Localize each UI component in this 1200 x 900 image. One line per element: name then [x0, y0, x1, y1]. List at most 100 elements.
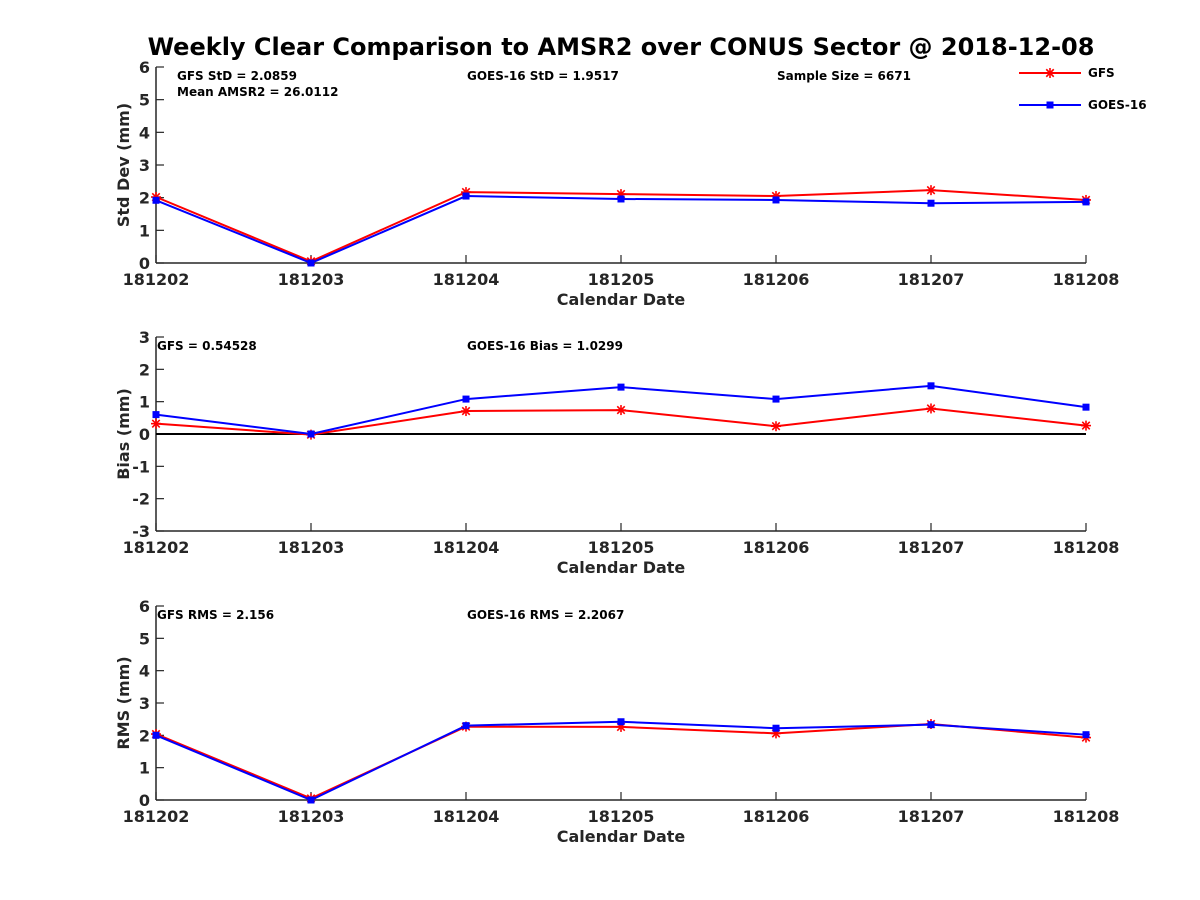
y-tick-label: 4 — [139, 662, 150, 681]
data-point — [926, 403, 936, 414]
x-axis-label: Calendar Date — [557, 290, 686, 309]
stat-annotation: GFS = 0.54528 — [157, 339, 257, 353]
data-point — [152, 411, 160, 419]
y-tick-label: 1 — [139, 759, 150, 778]
data-point — [462, 722, 470, 730]
stat-annotation: GOES-16 Bias = 1.0299 — [467, 339, 623, 353]
chart-panel-2: -3 -2 -1 0 1 2 3 181202 181203 181204 181205 181206… — [114, 328, 1119, 577]
x-tick-label: 181205 — [588, 538, 655, 557]
y-tick-label: 0 — [139, 425, 150, 444]
series-goes-16 — [152, 718, 1090, 804]
x-tick-label: 181204 — [433, 270, 500, 289]
x-tick-label: 181202 — [123, 538, 190, 557]
x-tick-label: 181207 — [898, 538, 965, 557]
data-point — [1082, 198, 1090, 206]
x-tick-label: 181207 — [898, 270, 965, 289]
y-tick-label: 6 — [139, 58, 150, 77]
data-point — [1081, 420, 1091, 431]
data-point — [152, 196, 160, 204]
data-point — [927, 199, 935, 207]
data-point — [462, 395, 470, 403]
y-tick-label: 2 — [139, 189, 150, 208]
data-point — [151, 418, 161, 429]
x-tick-label: 181205 — [588, 807, 655, 826]
x-tick-label: 181203 — [278, 807, 345, 826]
x-tick-label: 181208 — [1053, 270, 1120, 289]
stat-annotation: Sample Size = 6671 — [777, 69, 911, 83]
x-tick-label: 181205 — [588, 270, 655, 289]
y-tick-label: 1 — [139, 221, 150, 240]
x-tick-label: 181206 — [743, 538, 810, 557]
data-point — [772, 196, 780, 204]
data-point — [927, 382, 935, 390]
chart-title: Weekly Clear Comparison to AMSR2 over CO… — [148, 33, 1095, 61]
x-tick-label: 181207 — [898, 807, 965, 826]
chart-panel-3: 0 1 2 3 4 5 6 181202 181203 181204 181205 181206 181… — [114, 597, 1119, 846]
data-point — [772, 395, 780, 403]
y-tick-label: -3 — [132, 522, 150, 541]
data-point — [617, 195, 625, 203]
x-axis-label: Calendar Date — [557, 558, 686, 577]
data-point — [461, 406, 471, 417]
series-line — [155, 720, 1087, 802]
x-tick-label: 181208 — [1053, 807, 1120, 826]
stat-annotation: GFS StD = 2.0859 — [177, 69, 297, 83]
data-point — [772, 724, 780, 732]
y-tick-label: 4 — [139, 123, 150, 142]
y-tick-label: 5 — [139, 91, 150, 110]
data-point — [1082, 403, 1090, 411]
x-tick-label: 181206 — [743, 807, 810, 826]
x-tick-label: 181204 — [433, 807, 500, 826]
x-tick-label: 181206 — [743, 270, 810, 289]
chart-panels: 0 1 2 3 4 5 6 181202 181203 181204 181205 181206 181… — [114, 58, 1119, 846]
x-axis-label: Calendar Date — [557, 827, 686, 846]
data-point — [307, 430, 315, 438]
y-tick-label: 2 — [139, 726, 150, 745]
y-tick-label: 5 — [139, 629, 150, 648]
x-tick-label: 181202 — [123, 807, 190, 826]
data-point — [152, 731, 160, 739]
legend-entry-gfs: GFS — [1019, 66, 1115, 80]
data-point — [1082, 731, 1090, 739]
y-axis-label: Bias (mm) — [114, 388, 133, 480]
series-goes-16 — [152, 382, 1090, 438]
data-point — [926, 185, 936, 196]
stat-annotation: Mean AMSR2 = 26.0112 — [177, 85, 338, 99]
legend-marker — [1045, 68, 1055, 78]
y-tick-label: 0 — [139, 254, 150, 273]
stat-annotation: GOES-16 StD = 1.9517 — [467, 69, 619, 83]
y-tick-label: 6 — [139, 597, 150, 616]
chart-legend: GFS GOES-16 — [1019, 66, 1147, 112]
data-point — [927, 721, 935, 729]
x-tick-label: 181203 — [278, 538, 345, 557]
legend-label: GFS — [1088, 66, 1115, 80]
y-tick-label: -2 — [132, 490, 150, 509]
x-tick-label: 181208 — [1053, 538, 1120, 557]
y-tick-label: 2 — [139, 360, 150, 379]
chart-panel-1: 0 1 2 3 4 5 6 181202 181203 181204 181205 181206 181… — [114, 58, 1119, 309]
y-tick-label: 0 — [139, 791, 150, 810]
y-tick-label: 1 — [139, 393, 150, 412]
y-tick-label: -1 — [132, 457, 150, 476]
x-tick-label: 181204 — [433, 538, 500, 557]
data-point — [771, 421, 781, 432]
stat-annotation: GOES-16 RMS = 2.2067 — [467, 608, 624, 622]
y-tick-label: 3 — [139, 156, 150, 175]
x-tick-label: 181203 — [278, 270, 345, 289]
data-point — [617, 718, 625, 726]
y-tick-label: 3 — [139, 694, 150, 713]
stat-annotation: GFS RMS = 2.156 — [157, 608, 274, 622]
y-axis-label: RMS (mm) — [114, 656, 133, 749]
data-point — [616, 405, 626, 416]
x-tick-label: 181202 — [123, 270, 190, 289]
legend-marker — [1046, 101, 1054, 109]
legend-label: GOES-16 — [1088, 98, 1147, 112]
data-point — [462, 192, 470, 200]
series-line — [155, 723, 1087, 800]
series-line — [155, 195, 1087, 265]
series-gfs — [151, 719, 1091, 804]
data-point — [307, 796, 315, 804]
y-tick-label: 3 — [139, 328, 150, 347]
legend-entry-goes-16: GOES-16 — [1019, 98, 1147, 112]
